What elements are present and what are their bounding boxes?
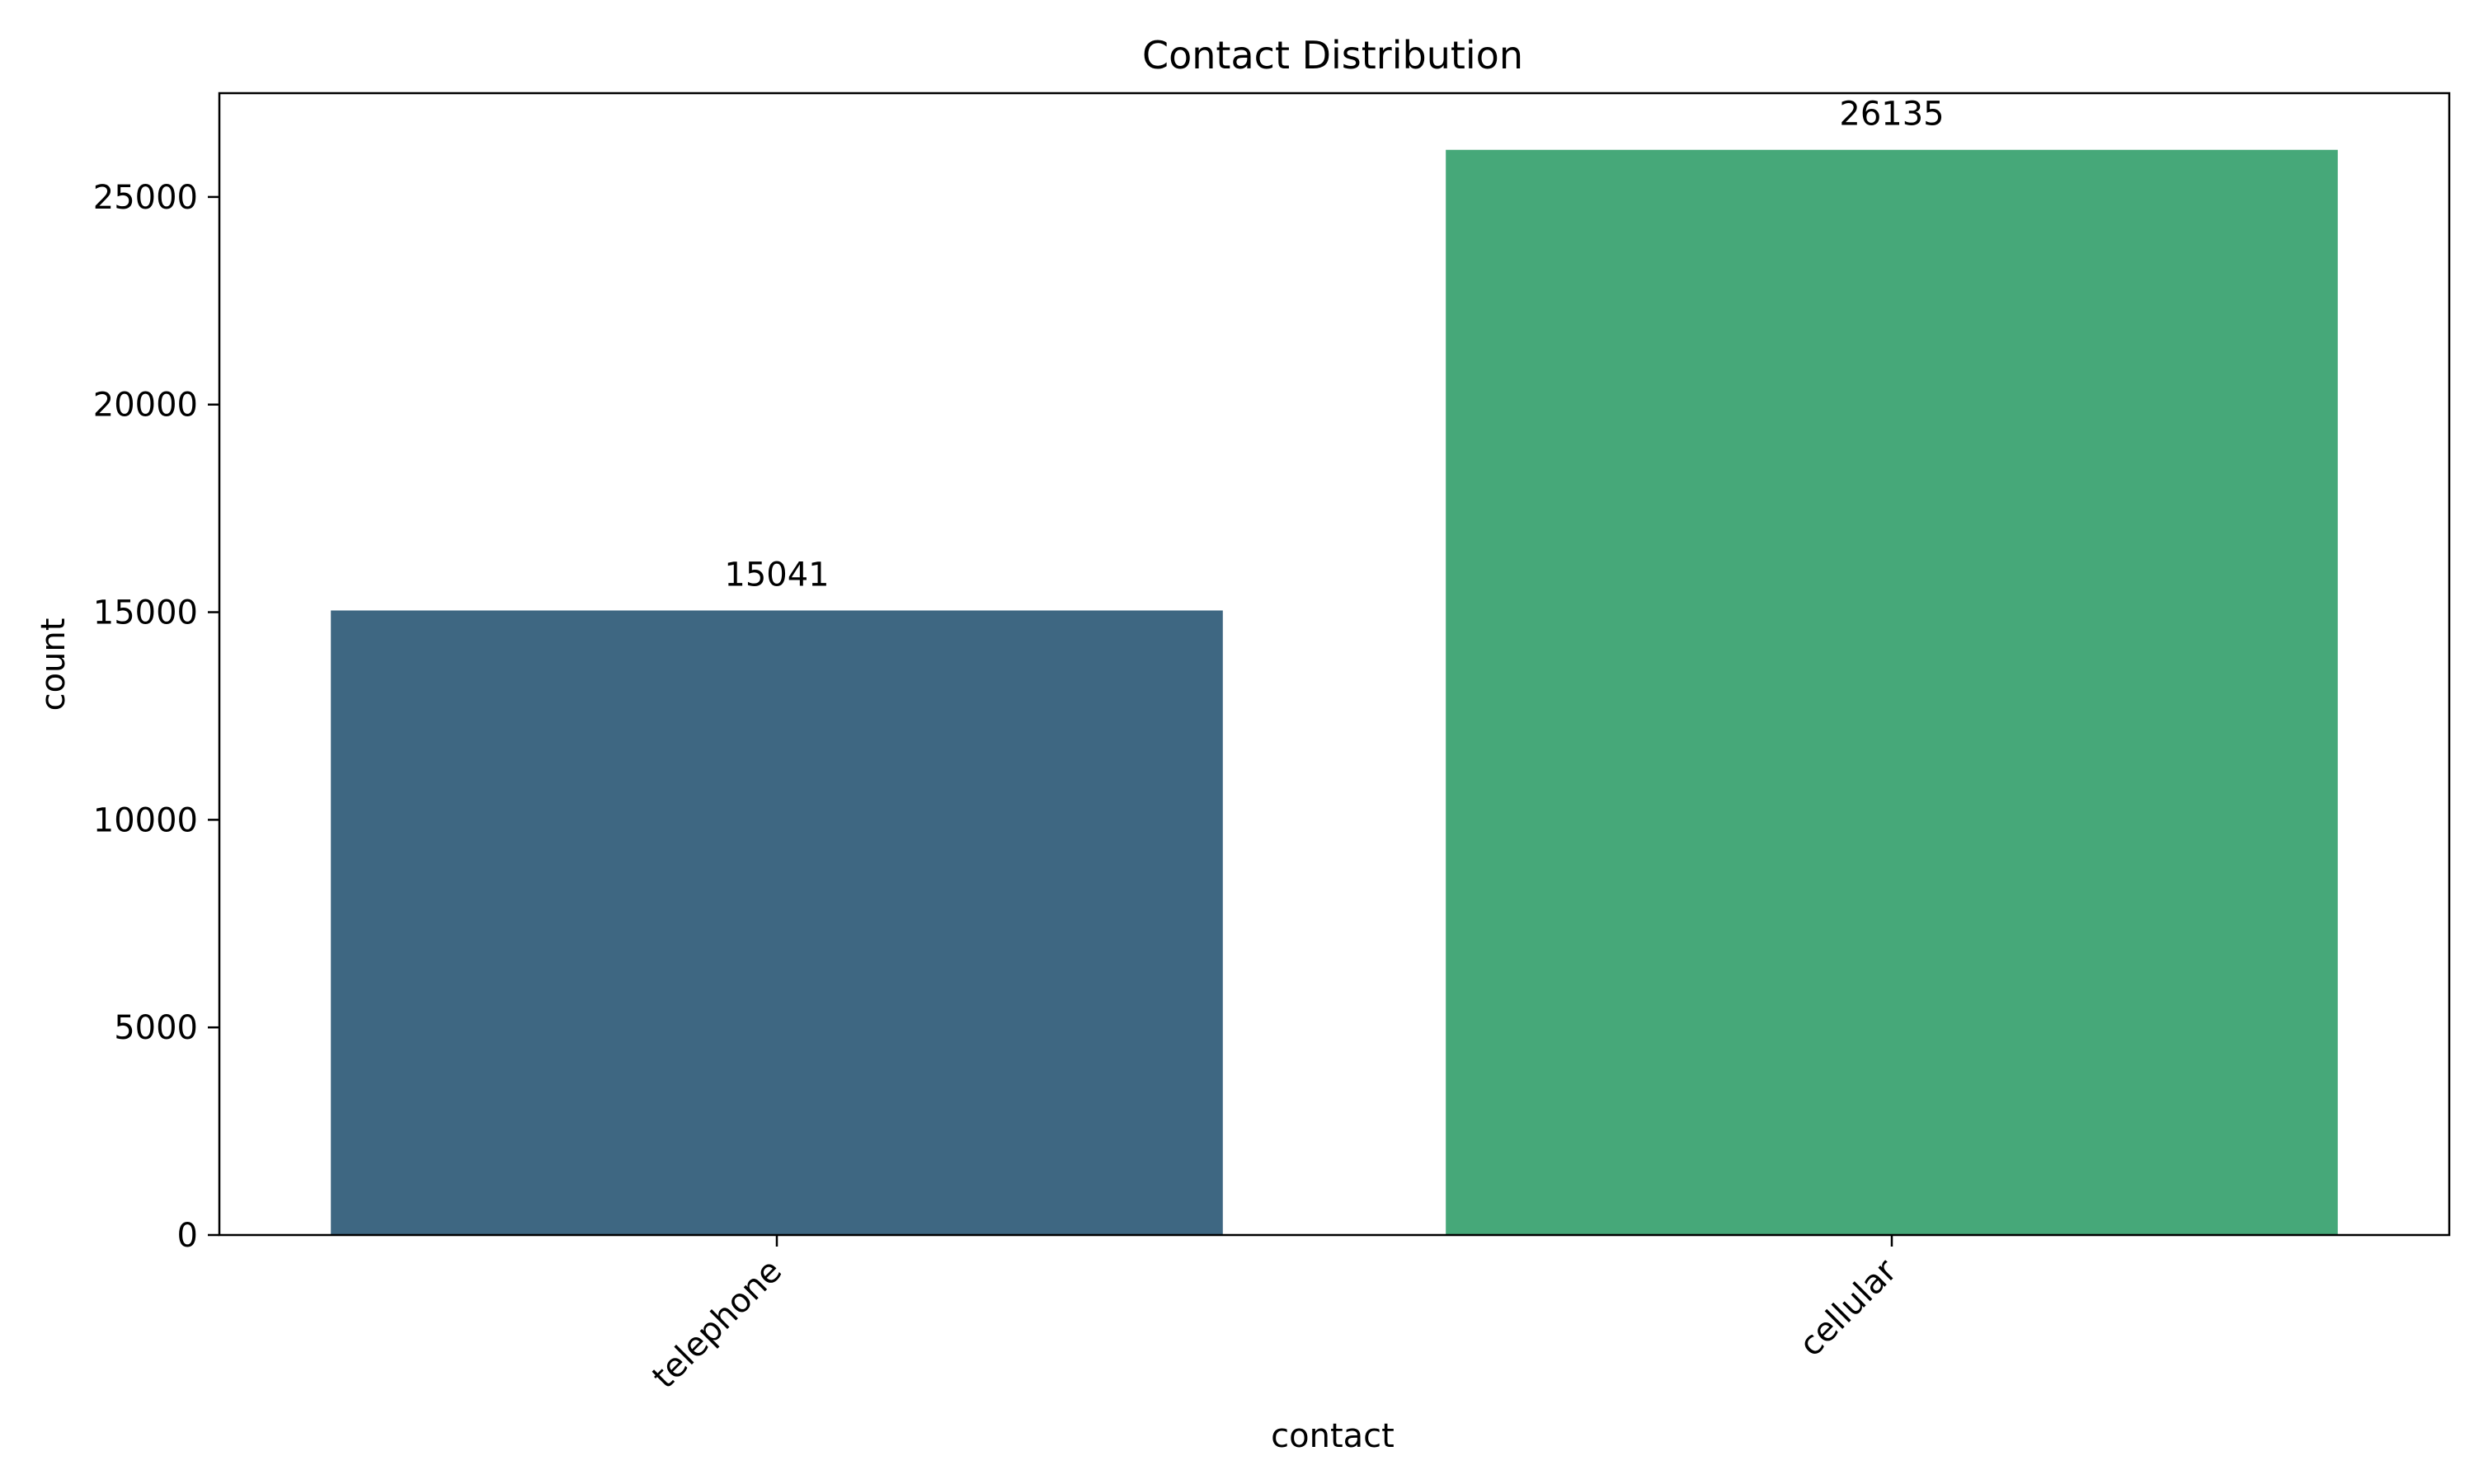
bar-cellular — [1446, 149, 2338, 1236]
plot-frame — [218, 92, 2451, 1237]
y-axis: 0 5000 10000 15000 20000 25000 — [93, 179, 219, 1255]
x-tick-label-telephone: telephone — [645, 1252, 789, 1397]
y-tick-label-20000: 20000 — [93, 387, 198, 425]
data-label-cellular: 26135 — [1839, 96, 1944, 134]
y-axis-label: count — [35, 618, 73, 711]
y-tick-label-0: 0 — [177, 1217, 198, 1255]
bar-telephone — [331, 610, 1223, 1235]
y-tick-label-15000: 15000 — [93, 594, 198, 632]
y-tick-label-25000: 25000 — [93, 179, 198, 217]
x-axis-label: contact — [1271, 1417, 1395, 1455]
x-tick-label-cellular: cellular — [1792, 1252, 1904, 1364]
data-label-telephone: 15041 — [724, 556, 829, 594]
x-axis: telephone cellular — [645, 1235, 1904, 1396]
bars-layer: 15041 26135 — [331, 96, 2338, 1236]
chart-title: Contact Distribution — [1142, 33, 1523, 77]
y-tick-label-5000: 5000 — [114, 1009, 198, 1047]
y-tick-label-10000: 10000 — [93, 801, 198, 839]
